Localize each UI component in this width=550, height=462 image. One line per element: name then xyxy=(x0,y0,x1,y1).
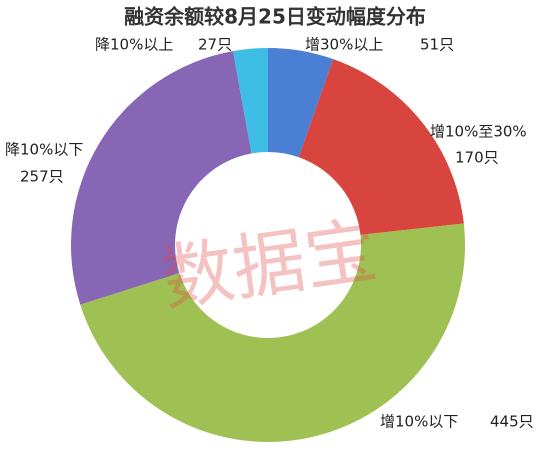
slice xyxy=(233,48,268,154)
value-label: 445只 xyxy=(490,413,534,431)
slice-label: 增10%至30% xyxy=(430,123,527,141)
value-label: 27只 xyxy=(198,36,232,54)
value-label: 257只 xyxy=(20,168,64,186)
slice-label: 降10%以下 xyxy=(5,141,83,159)
slice xyxy=(268,48,334,158)
slice-label: 增10%以下 xyxy=(380,413,458,431)
slice xyxy=(298,59,464,235)
chart-title: 融资余额较8月25日变动幅度分布 xyxy=(124,5,426,29)
slice-label: 降10%以上 xyxy=(95,36,173,54)
slice xyxy=(80,223,466,442)
value-label: 170只 xyxy=(455,149,499,167)
value-label: 51只 xyxy=(420,36,454,54)
slice xyxy=(71,51,252,305)
donut xyxy=(71,48,466,442)
slice-label: 增30%以上 xyxy=(305,36,383,54)
